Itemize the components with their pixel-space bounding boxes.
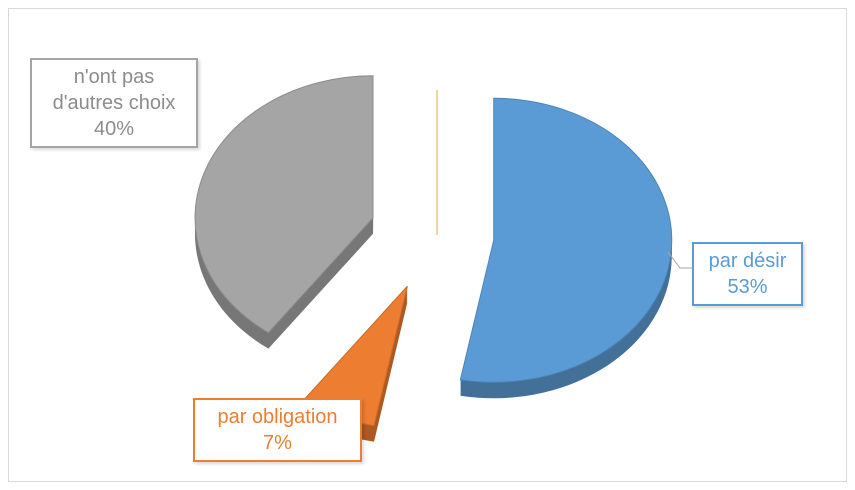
value-label: 7% [263, 432, 292, 454]
data-label: par désir 53% [692, 242, 803, 306]
category-label: n'ont pas d'autres choix [52, 66, 176, 114]
data-label: par obligation 7% [193, 398, 362, 462]
slice [459, 97, 673, 383]
data-label: n'ont pas d'autres choix 40% [30, 58, 198, 148]
value-label: 53% [727, 276, 768, 298]
category-label: par obligation [217, 406, 338, 428]
leader-line [667, 251, 692, 269]
slice [194, 75, 374, 334]
value-label: 40% [93, 118, 135, 140]
category-label: par désir [708, 250, 787, 272]
